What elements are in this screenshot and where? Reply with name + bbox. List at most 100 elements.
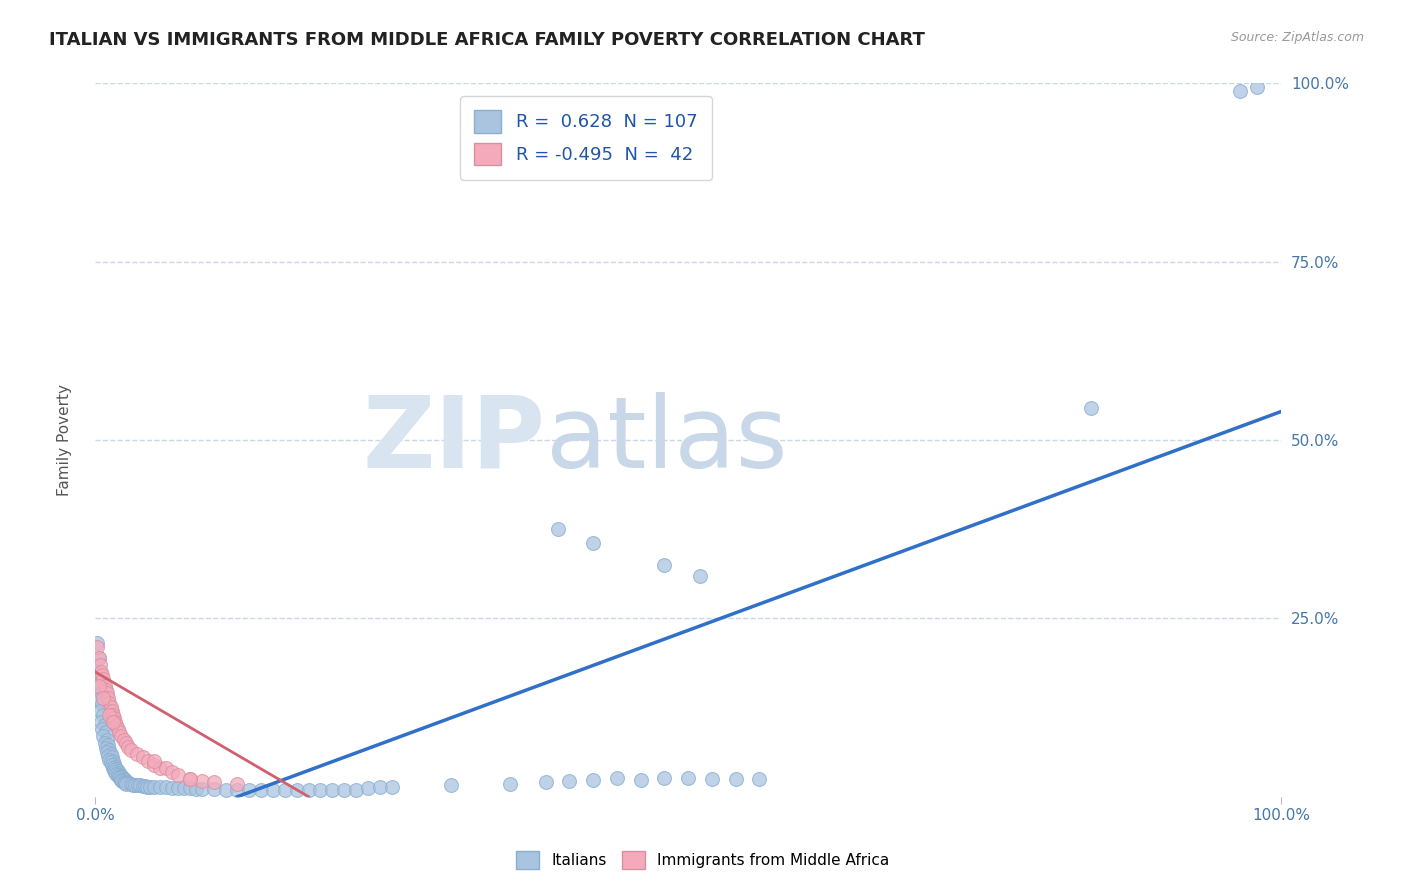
Point: [94, 741, 117, 756]
Point: [114, 773, 136, 788]
Point: [344, 782, 367, 797]
Point: [115, 775, 138, 789]
Point: [167, 768, 190, 782]
Point: [105, 762, 128, 776]
Point: [120, 777, 142, 791]
Point: [131, 750, 153, 764]
Point: [357, 781, 380, 796]
Point: [103, 711, 125, 725]
Point: [93, 691, 115, 706]
Point: [98, 707, 121, 722]
Point: [96, 686, 118, 700]
Point: [93, 736, 115, 750]
Point: [104, 760, 127, 774]
Point: [110, 729, 132, 743]
Point: [309, 782, 332, 797]
Point: [89, 657, 111, 672]
Point: [134, 779, 156, 793]
Point: [89, 675, 111, 690]
Point: [107, 764, 129, 778]
Point: [112, 732, 135, 747]
Point: [110, 769, 132, 783]
Point: [111, 771, 134, 785]
Point: [98, 743, 121, 757]
Point: [226, 777, 249, 791]
Point: [91, 697, 114, 711]
Point: [179, 772, 201, 786]
Point: [558, 774, 581, 789]
Point: [90, 714, 112, 729]
Point: [173, 781, 195, 796]
Point: [606, 771, 628, 785]
Point: [630, 772, 652, 787]
Y-axis label: Family Poverty: Family Poverty: [58, 384, 72, 496]
Point: [108, 770, 131, 784]
Point: [87, 650, 110, 665]
Point: [104, 714, 127, 729]
Point: [191, 774, 214, 789]
Point: [98, 753, 121, 767]
Point: [689, 568, 711, 582]
Point: [84, 665, 107, 679]
Point: [94, 682, 117, 697]
Point: [131, 779, 153, 793]
Point: [155, 780, 177, 795]
Point: [105, 767, 128, 781]
Point: [262, 782, 284, 797]
Point: [1080, 401, 1102, 415]
Point: [321, 782, 343, 797]
Point: [94, 725, 117, 739]
Point: [115, 736, 138, 750]
Text: atlas: atlas: [546, 392, 787, 489]
Point: [191, 781, 214, 796]
Point: [1229, 84, 1251, 98]
Point: [108, 771, 131, 785]
Point: [101, 761, 124, 775]
Point: [98, 696, 121, 710]
Point: [90, 665, 112, 679]
Point: [108, 767, 131, 781]
Point: [724, 772, 747, 786]
Point: [136, 780, 159, 794]
Point: [654, 558, 676, 572]
Point: [96, 746, 118, 760]
Point: [103, 764, 125, 778]
Point: [143, 757, 166, 772]
Point: [582, 772, 605, 787]
Legend: Italians, Immigrants from Middle Africa: Italians, Immigrants from Middle Africa: [510, 845, 896, 875]
Point: [129, 778, 152, 792]
Point: [582, 536, 605, 550]
Point: [125, 747, 148, 761]
Point: [112, 772, 135, 786]
Point: [138, 780, 160, 794]
Point: [110, 772, 132, 787]
Legend: R =  0.628  N = 107, R = -0.495  N =  42: R = 0.628 N = 107, R = -0.495 N = 42: [460, 96, 711, 180]
Point: [202, 775, 225, 789]
Point: [100, 747, 122, 761]
Point: [108, 766, 131, 780]
Point: [86, 640, 108, 654]
Point: [748, 772, 770, 786]
Point: [160, 764, 183, 779]
Point: [101, 707, 124, 722]
Point: [122, 778, 145, 792]
Point: [93, 679, 115, 693]
Point: [97, 749, 120, 764]
Point: [149, 780, 172, 795]
Point: [107, 768, 129, 782]
Point: [86, 636, 108, 650]
Point: [440, 778, 463, 792]
Point: [91, 722, 114, 736]
Point: [138, 754, 160, 768]
Point: [117, 776, 139, 790]
Point: [155, 761, 177, 775]
Text: Source: ZipAtlas.com: Source: ZipAtlas.com: [1230, 31, 1364, 45]
Point: [96, 732, 118, 747]
Point: [238, 782, 260, 797]
Point: [285, 782, 308, 797]
Point: [97, 739, 120, 753]
Point: [274, 782, 297, 797]
Point: [117, 739, 139, 754]
Point: [104, 765, 127, 780]
Point: [547, 522, 569, 536]
